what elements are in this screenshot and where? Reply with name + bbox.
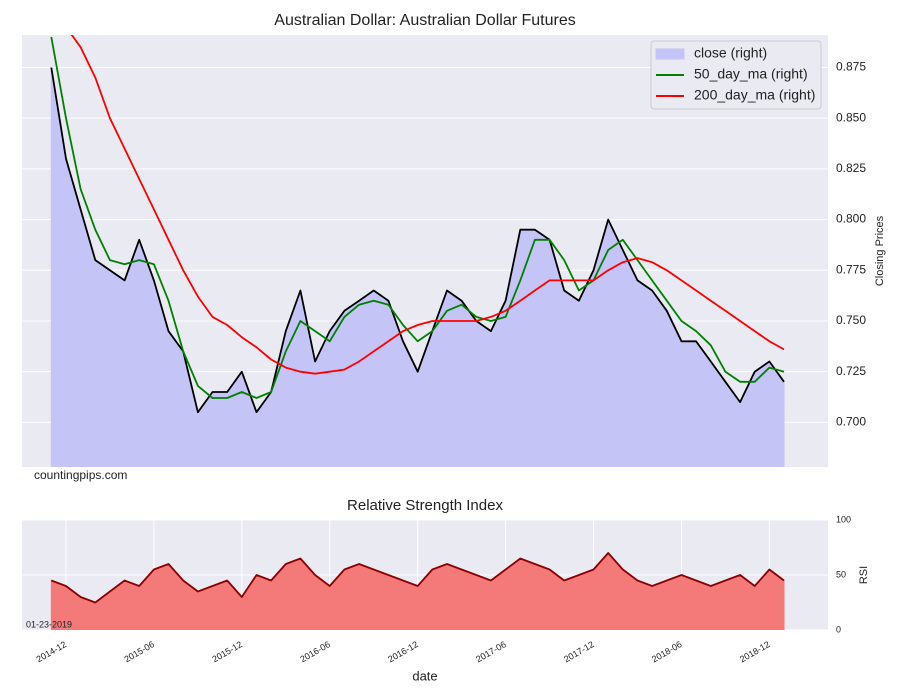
y-tick-label: 100 [836, 514, 851, 524]
annotation: 01-23-2019 [26, 619, 72, 629]
y-tick-label: 0.700 [836, 415, 866, 429]
y-tick-label: 0.875 [836, 60, 866, 74]
y-tick-label: 0.850 [836, 110, 866, 124]
line [50, 552, 785, 604]
x-tick-label: 2018-06 [650, 639, 684, 664]
legend-label: close (right) [694, 45, 767, 61]
x-tick-label: 2016-12 [386, 639, 420, 664]
legend-label: 50_day_ma (right) [694, 66, 808, 82]
x-tick-label: 2018-12 [738, 639, 772, 664]
legend-label: 200_day_ma (right) [694, 87, 815, 103]
y-tick-label: 0 [836, 624, 841, 634]
y-tick-label: 0.775 [836, 262, 866, 276]
chart-title: Relative Strength Index [347, 497, 503, 514]
x-axis-label: date [412, 668, 437, 683]
line [50, 67, 785, 414]
series-group [50, 35, 785, 467]
y-axis-label: RSI [858, 566, 870, 584]
y-tick-label: 0.725 [836, 364, 866, 378]
x-tick-label: 2015-12 [210, 639, 244, 664]
y-tick-label: 50 [836, 569, 846, 579]
legend-swatch [655, 48, 685, 60]
legend-box [650, 40, 822, 110]
x-tick-label: 2017-12 [562, 639, 596, 664]
annotation: countingpips.com [34, 468, 127, 482]
line [70, 35, 785, 375]
chart-title: Australian Dollar: Australian Dollar Fut… [274, 12, 575, 29]
y-tick-label: 0.750 [836, 313, 866, 327]
x-tick-label: 2017-06 [474, 639, 508, 664]
line [50, 36, 785, 399]
y-axis-label: Closing Prices [874, 215, 886, 286]
y-tick-label: 0.825 [836, 161, 866, 175]
series-group [50, 552, 785, 630]
y-tick-label: 0.800 [836, 212, 866, 226]
x-tick-label: 2014-12 [35, 639, 69, 664]
x-tick-label: 2016-06 [298, 639, 332, 664]
x-tick-label: 2015-06 [122, 639, 156, 664]
